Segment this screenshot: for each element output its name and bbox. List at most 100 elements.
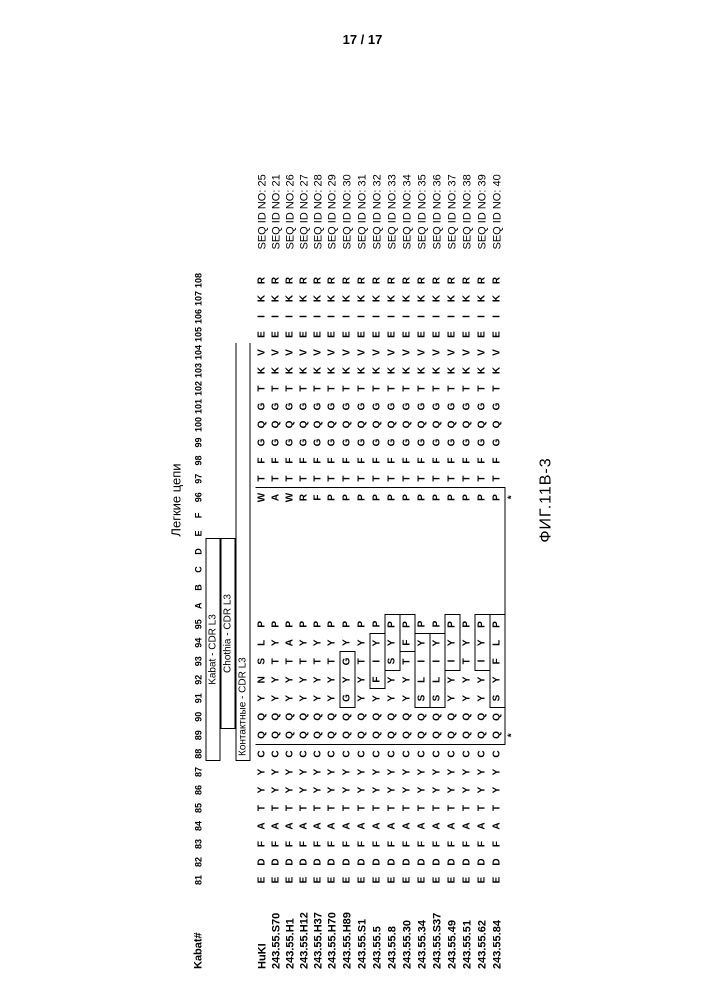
residue-cell: P <box>256 615 270 634</box>
residue-cell: T <box>370 799 385 817</box>
seq-id: SEQ ID NO: 31 <box>355 160 370 272</box>
residue-cell: Y <box>430 763 445 781</box>
position-header: 87 <box>192 763 206 781</box>
residue-cell: F <box>460 835 475 853</box>
residue-cell: Y <box>340 634 355 653</box>
residue-cell: D <box>430 853 445 871</box>
residue-cell: A <box>298 817 312 835</box>
residue-cell: T <box>475 380 490 398</box>
residue-cell <box>284 579 298 597</box>
residue-cell: E <box>400 871 415 889</box>
residue-cell: T <box>430 380 445 398</box>
residue-cell <box>430 561 445 579</box>
residue-cell: I <box>312 308 326 326</box>
residue-cell: K <box>326 362 341 380</box>
position-header: 106 <box>192 308 206 326</box>
residue-cell: G <box>460 434 475 452</box>
residue-cell: V <box>284 344 298 362</box>
residue-cell <box>256 543 270 561</box>
residue-cell: C <box>370 745 385 764</box>
residue-cell: E <box>445 326 460 344</box>
residue-cell <box>385 579 400 597</box>
residue-cell: T <box>312 380 326 398</box>
residue-cell: T <box>355 380 370 398</box>
consensus-mark <box>505 799 520 817</box>
residue-cell <box>460 543 475 561</box>
residue-cell: V <box>490 344 505 362</box>
residue-cell: P <box>400 488 415 507</box>
consensus-mark <box>505 272 520 290</box>
residue-cell: G <box>430 434 445 452</box>
residue-cell <box>355 597 370 616</box>
residue-cell <box>445 525 460 543</box>
residue-cell: K <box>340 290 355 308</box>
residue-cell <box>430 579 445 597</box>
residue-cell: F <box>370 452 385 470</box>
residue-cell: F <box>340 452 355 470</box>
position-header: 95 <box>192 615 206 634</box>
residue-cell: F <box>312 835 326 853</box>
sequence-name: 243.55.84 <box>490 889 505 970</box>
residue-cell: E <box>400 326 415 344</box>
residue-cell: D <box>385 853 400 871</box>
residue-cell: P <box>415 488 430 507</box>
residue-cell <box>256 525 270 543</box>
residue-cell <box>490 579 505 597</box>
residue-cell: R <box>400 272 415 290</box>
residue-cell: K <box>460 290 475 308</box>
consensus-mark <box>505 308 520 326</box>
residue-cell <box>298 597 312 616</box>
residue-cell: P <box>298 615 312 634</box>
consensus-mark <box>505 434 520 452</box>
consensus-mark <box>505 745 520 764</box>
position-header: 103 <box>192 362 206 380</box>
residue-cell: V <box>475 344 490 362</box>
residue-cell: G <box>340 434 355 452</box>
residue-cell: E <box>430 871 445 889</box>
consensus-mark: * <box>505 726 520 745</box>
residue-cell <box>490 561 505 579</box>
consensus-mark <box>505 543 520 561</box>
residue-cell: G <box>445 398 460 416</box>
residue-cell: E <box>415 871 430 889</box>
residue-cell: Y <box>460 763 475 781</box>
residue-cell <box>415 525 430 543</box>
consensus-mark <box>505 781 520 799</box>
residue-cell: K <box>415 290 430 308</box>
seq-id: SEQ ID NO: 35 <box>415 160 430 272</box>
residue-cell: Y <box>312 671 326 690</box>
residue-cell <box>284 561 298 579</box>
residue-cell <box>256 561 270 579</box>
consensus-mark: * <box>505 488 520 507</box>
residue-cell: G <box>385 398 400 416</box>
residue-cell: K <box>270 290 284 308</box>
residue-cell: P <box>415 615 430 634</box>
residue-cell: F <box>326 452 341 470</box>
residue-cell: I <box>400 308 415 326</box>
residue-cell: D <box>298 853 312 871</box>
residue-cell: C <box>355 745 370 764</box>
position-header: 108 <box>192 272 206 290</box>
residue-cell <box>355 543 370 561</box>
residue-cell <box>385 543 400 561</box>
residue-cell <box>270 597 284 616</box>
residue-cell: F <box>256 452 270 470</box>
consensus-mark <box>505 615 520 634</box>
residue-cell: W <box>256 488 270 507</box>
residue-cell: Q <box>400 708 415 727</box>
residue-cell <box>284 525 298 543</box>
residue-cell: E <box>270 871 284 889</box>
position-header: 104 <box>192 344 206 362</box>
residue-cell <box>312 543 326 561</box>
position-header: 85 <box>192 799 206 817</box>
residue-cell: Q <box>475 726 490 745</box>
sequence-name: HuKI <box>256 889 270 970</box>
residue-cell: I <box>475 652 490 671</box>
residue-cell: A <box>312 817 326 835</box>
residue-cell: F <box>490 652 505 671</box>
residue-cell: Y <box>490 671 505 690</box>
consensus-mark <box>505 689 520 708</box>
residue-cell: G <box>445 434 460 452</box>
residue-cell: Y <box>355 781 370 799</box>
residue-cell: Q <box>415 416 430 434</box>
